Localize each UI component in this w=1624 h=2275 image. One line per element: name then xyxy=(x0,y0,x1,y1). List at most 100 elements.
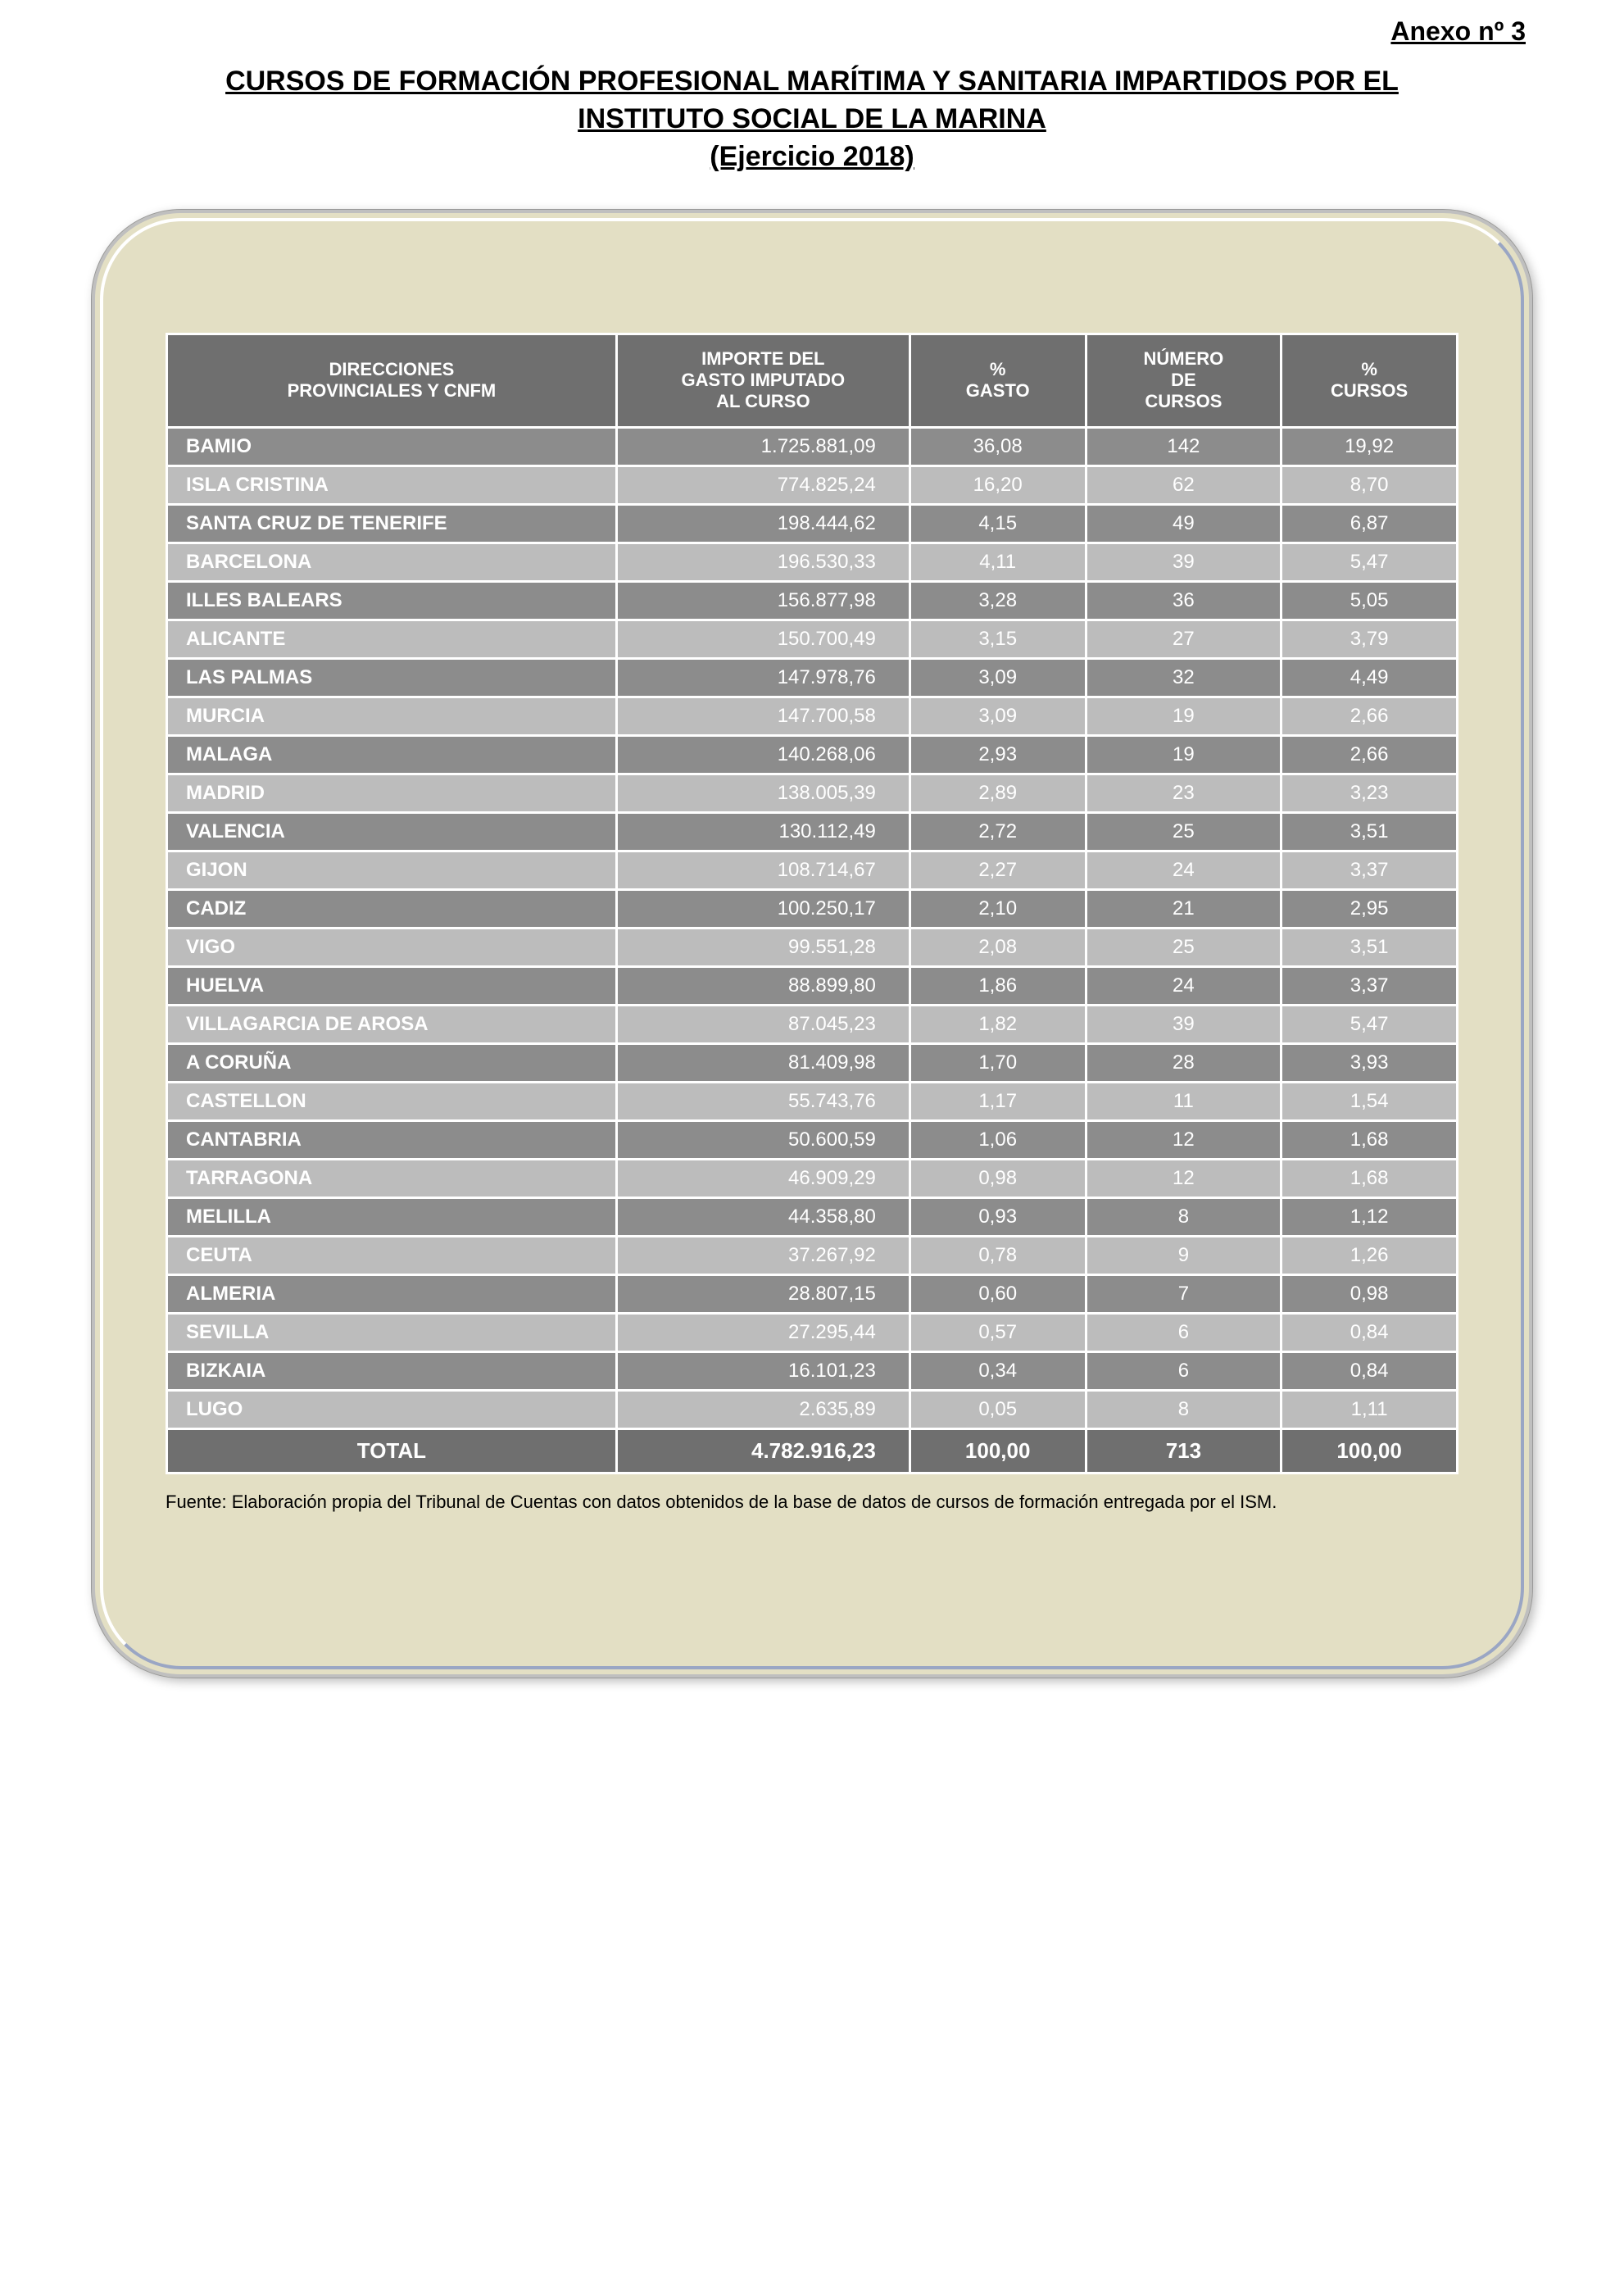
col-pct-cursos: % CURSOS xyxy=(1282,334,1458,427)
total-importe: 4.782.916,23 xyxy=(616,1428,910,1473)
content-panel: DIRECCIONES PROVINCIALES Y CNFM IMPORTE … xyxy=(91,209,1533,1679)
data-table: DIRECCIONES PROVINCIALES Y CNFM IMPORTE … xyxy=(166,333,1458,1474)
cell-pct-gasto: 2,72 xyxy=(910,812,1086,851)
cell-num-cursos: 6 xyxy=(1086,1351,1282,1390)
cell-pct-gasto: 0,60 xyxy=(910,1274,1086,1313)
cell-pct-gasto: 3,28 xyxy=(910,581,1086,620)
cell-importe: 774.825,24 xyxy=(616,465,910,504)
cell-pct-cursos: 2,95 xyxy=(1282,889,1458,928)
cell-pct-gasto: 0,57 xyxy=(910,1313,1086,1351)
cell-pct-gasto: 1,70 xyxy=(910,1043,1086,1082)
table-row: ALMERIA28.807,150,6070,98 xyxy=(167,1274,1458,1313)
cell-pct-cursos: 4,49 xyxy=(1282,658,1458,697)
table-row: CADIZ100.250,172,10212,95 xyxy=(167,889,1458,928)
cell-direccion: GIJON xyxy=(167,851,617,889)
table-row: BARCELONA196.530,334,11395,47 xyxy=(167,543,1458,581)
cell-importe: 46.909,29 xyxy=(616,1159,910,1197)
cell-num-cursos: 49 xyxy=(1086,504,1282,543)
cell-direccion: CASTELLON xyxy=(167,1082,617,1120)
cell-num-cursos: 28 xyxy=(1086,1043,1282,1082)
cell-pct-cursos: 5,47 xyxy=(1282,1005,1458,1043)
cell-importe: 140.268,06 xyxy=(616,735,910,774)
cell-importe: 37.267,92 xyxy=(616,1236,910,1274)
cell-pct-gasto: 0,78 xyxy=(910,1236,1086,1274)
cell-pct-gasto: 4,15 xyxy=(910,504,1086,543)
cell-num-cursos: 25 xyxy=(1086,812,1282,851)
title-line-2: INSTITUTO SOCIAL DE LA MARINA xyxy=(578,103,1046,134)
table-row: SANTA CRUZ DE TENERIFE198.444,624,15496,… xyxy=(167,504,1458,543)
cell-importe: 55.743,76 xyxy=(616,1082,910,1120)
cell-direccion: ILLES BALEARS xyxy=(167,581,617,620)
cell-num-cursos: 8 xyxy=(1086,1197,1282,1236)
page-title: CURSOS DE FORMACIÓN PROFESIONAL MARÍTIMA… xyxy=(49,63,1575,176)
cell-num-cursos: 24 xyxy=(1086,966,1282,1005)
total-num-cursos: 713 xyxy=(1086,1428,1282,1473)
cell-num-cursos: 19 xyxy=(1086,697,1282,735)
cell-importe: 99.551,28 xyxy=(616,928,910,966)
cell-direccion: BAMIO xyxy=(167,427,617,465)
cell-pct-cursos: 3,51 xyxy=(1282,812,1458,851)
table-row: ILLES BALEARS156.877,983,28365,05 xyxy=(167,581,1458,620)
cell-num-cursos: 24 xyxy=(1086,851,1282,889)
cell-direccion: CADIZ xyxy=(167,889,617,928)
col-pct-gasto: % GASTO xyxy=(910,334,1086,427)
cell-pct-cursos: 3,37 xyxy=(1282,851,1458,889)
cell-importe: 81.409,98 xyxy=(616,1043,910,1082)
cell-num-cursos: 142 xyxy=(1086,427,1282,465)
cell-direccion: LAS PALMAS xyxy=(167,658,617,697)
cell-importe: 44.358,80 xyxy=(616,1197,910,1236)
cell-pct-gasto: 2,89 xyxy=(910,774,1086,812)
cell-num-cursos: 6 xyxy=(1086,1313,1282,1351)
table-row: MALAGA140.268,062,93192,66 xyxy=(167,735,1458,774)
cell-num-cursos: 39 xyxy=(1086,1005,1282,1043)
title-line-1: CURSOS DE FORMACIÓN PROFESIONAL MARÍTIMA… xyxy=(225,66,1399,97)
cell-direccion: ALICANTE xyxy=(167,620,617,658)
cell-pct-gasto: 0,93 xyxy=(910,1197,1086,1236)
cell-num-cursos: 36 xyxy=(1086,581,1282,620)
cell-importe: 16.101,23 xyxy=(616,1351,910,1390)
cell-direccion: HUELVA xyxy=(167,966,617,1005)
cell-num-cursos: 23 xyxy=(1086,774,1282,812)
source-note: Fuente: Elaboración propia del Tribunal … xyxy=(166,1491,1458,1514)
cell-pct-cursos: 6,87 xyxy=(1282,504,1458,543)
cell-direccion: BIZKAIA xyxy=(167,1351,617,1390)
cell-direccion: SEVILLA xyxy=(167,1313,617,1351)
cell-direccion: A CORUÑA xyxy=(167,1043,617,1082)
cell-pct-cursos: 19,92 xyxy=(1282,427,1458,465)
cell-importe: 150.700,49 xyxy=(616,620,910,658)
cell-pct-cursos: 1,11 xyxy=(1282,1390,1458,1428)
cell-direccion: ALMERIA xyxy=(167,1274,617,1313)
cell-pct-gasto: 0,34 xyxy=(910,1351,1086,1390)
total-pct-cursos: 100,00 xyxy=(1282,1428,1458,1473)
cell-pct-cursos: 1,68 xyxy=(1282,1120,1458,1159)
cell-importe: 130.112,49 xyxy=(616,812,910,851)
cell-direccion: TARRAGONA xyxy=(167,1159,617,1197)
cell-pct-gasto: 2,08 xyxy=(910,928,1086,966)
cell-direccion: VALENCIA xyxy=(167,812,617,851)
cell-pct-gasto: 16,20 xyxy=(910,465,1086,504)
table-row: VILLAGARCIA DE AROSA87.045,231,82395,47 xyxy=(167,1005,1458,1043)
cell-num-cursos: 19 xyxy=(1086,735,1282,774)
cell-pct-gasto: 1,06 xyxy=(910,1120,1086,1159)
cell-pct-gasto: 36,08 xyxy=(910,427,1086,465)
cell-pct-cursos: 1,54 xyxy=(1282,1082,1458,1120)
cell-pct-gasto: 2,93 xyxy=(910,735,1086,774)
cell-importe: 198.444,62 xyxy=(616,504,910,543)
table-row: MADRID138.005,392,89233,23 xyxy=(167,774,1458,812)
cell-pct-cursos: 1,26 xyxy=(1282,1236,1458,1274)
cell-pct-cursos: 0,98 xyxy=(1282,1274,1458,1313)
col-direcciones: DIRECCIONES PROVINCIALES Y CNFM xyxy=(167,334,617,427)
cell-pct-cursos: 1,12 xyxy=(1282,1197,1458,1236)
cell-direccion: SANTA CRUZ DE TENERIFE xyxy=(167,504,617,543)
cell-pct-cursos: 3,79 xyxy=(1282,620,1458,658)
cell-pct-cursos: 3,37 xyxy=(1282,966,1458,1005)
cell-importe: 28.807,15 xyxy=(616,1274,910,1313)
cell-num-cursos: 27 xyxy=(1086,620,1282,658)
cell-num-cursos: 32 xyxy=(1086,658,1282,697)
table-row: LAS PALMAS147.978,763,09324,49 xyxy=(167,658,1458,697)
cell-direccion: LUGO xyxy=(167,1390,617,1428)
cell-pct-gasto: 1,82 xyxy=(910,1005,1086,1043)
cell-num-cursos: 12 xyxy=(1086,1120,1282,1159)
cell-importe: 156.877,98 xyxy=(616,581,910,620)
table-row: ALICANTE150.700,493,15273,79 xyxy=(167,620,1458,658)
